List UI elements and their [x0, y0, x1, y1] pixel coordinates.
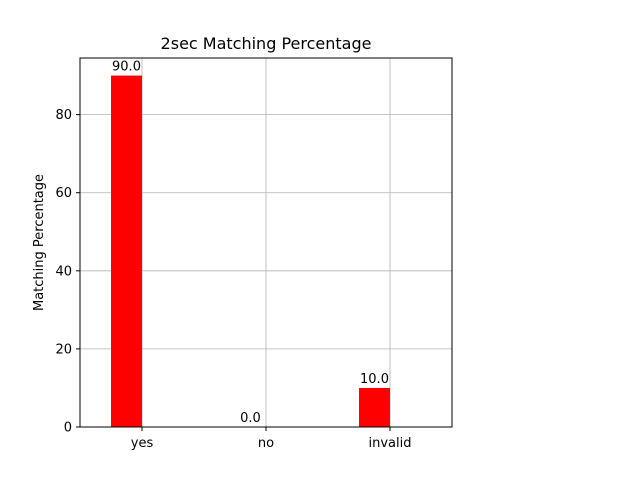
- y-tick-label: 80: [55, 108, 72, 123]
- bar-yes: [111, 75, 142, 428]
- data-label-no: 0.0: [240, 411, 261, 426]
- y-axis-label: Matching Percentage: [32, 174, 47, 311]
- y-tick-label: 20: [55, 342, 72, 357]
- y-tick-label: 0: [64, 421, 72, 436]
- y-tick-label: 60: [55, 186, 72, 201]
- x-tick-label: no: [258, 436, 274, 451]
- labels: 90.0 0.0 10.0: [112, 60, 389, 426]
- bars: [111, 75, 390, 428]
- x-tick-label: yes: [131, 436, 154, 451]
- ticks: yes no invalid 0 20 40 60 80: [55, 108, 411, 451]
- data-label-yes: 90.0: [112, 60, 141, 75]
- x-tick-label: invalid: [369, 436, 412, 451]
- y-tick-label: 40: [55, 264, 72, 279]
- bar-invalid: [359, 387, 390, 427]
- chart-title: 2sec Matching Percentage: [161, 34, 372, 53]
- data-label-invalid: 10.0: [360, 372, 389, 387]
